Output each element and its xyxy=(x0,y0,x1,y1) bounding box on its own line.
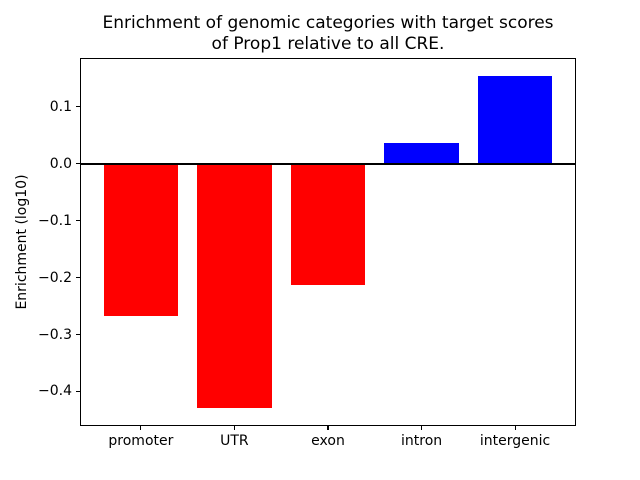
y-tick-mark-0.1 xyxy=(76,106,80,108)
x-tick-label-exon: exon xyxy=(311,433,345,449)
y-tick-mark-−0.1 xyxy=(76,220,80,222)
y-tick-label-0.0: 0.0 xyxy=(49,155,72,172)
zero-line xyxy=(81,162,575,165)
x-tick-label-intergenic: intergenic xyxy=(479,433,551,449)
y-tick-label-−0.1: −0.1 xyxy=(38,212,72,229)
chart-title-line2: of Prop1 relative to all CRE. xyxy=(211,34,445,55)
y-tick-mark-−0.2 xyxy=(76,277,80,279)
y-tick-label-−0.2: −0.2 xyxy=(38,269,72,286)
x-tick-mark-promoter xyxy=(140,426,142,430)
x-tick-label-UTR: UTR xyxy=(220,433,249,449)
y-axis-label: Enrichment (log10) xyxy=(14,174,30,310)
chart-title-line1: Enrichment of genomic categories with ta… xyxy=(102,13,554,33)
bar-exon xyxy=(290,163,366,285)
x-tick-mark-intergenic xyxy=(514,426,516,430)
y-tick-mark-0.0 xyxy=(76,163,80,165)
y-tick-mark-−0.4 xyxy=(76,390,80,392)
bar-intron xyxy=(384,142,459,164)
y-tick-label-−0.4: −0.4 xyxy=(38,383,72,400)
x-tick-mark-intron xyxy=(421,426,423,430)
bar-promoter xyxy=(103,163,179,316)
y-tick-label-0.1: 0.1 xyxy=(49,98,72,115)
chart-title: Enrichment of genomic categories with ta… xyxy=(102,13,553,56)
x-tick-label-promoter: promoter xyxy=(108,433,174,449)
y-tick-label-−0.3: −0.3 xyxy=(38,326,72,343)
plot-area xyxy=(80,58,576,426)
x-tick-mark-UTR xyxy=(233,426,235,430)
x-tick-label-intron: intron xyxy=(401,433,443,449)
y-tick-mark-−0.3 xyxy=(76,333,80,336)
bar-intergenic xyxy=(477,75,553,164)
x-tick-mark-exon xyxy=(327,426,329,430)
bar-UTR xyxy=(197,163,272,409)
